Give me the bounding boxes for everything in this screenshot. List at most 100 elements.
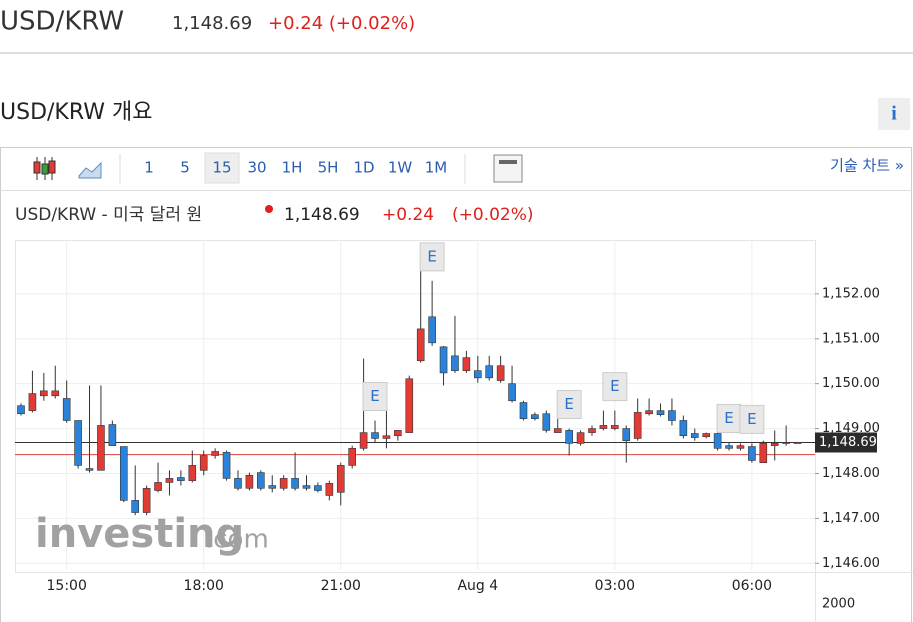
- candle-body: [62, 398, 71, 421]
- candle-body: [668, 410, 676, 421]
- header-bar: [0, 0, 913, 52]
- interval-button[interactable]: 30: [247, 159, 266, 177]
- candle-body: [85, 468, 94, 471]
- candle-body: [713, 433, 722, 449]
- event-label[interactable]: E: [370, 387, 379, 405]
- candle-body: [199, 455, 208, 471]
- candle-body: [17, 405, 25, 415]
- candle-body: [645, 410, 653, 415]
- info-icon[interactable]: i: [891, 103, 897, 125]
- candle-body: [485, 365, 494, 379]
- candle-body: [222, 452, 231, 479]
- candle-body: [496, 365, 505, 381]
- candle-body: [348, 448, 356, 466]
- legend-change: +0.24: [382, 205, 434, 225]
- candle-body: [702, 433, 711, 437]
- candle-body: [416, 328, 425, 362]
- candle-body: [451, 355, 459, 371]
- x-tick-label: 03:00: [595, 578, 635, 594]
- y-tick-label: 1,147.00: [822, 511, 880, 526]
- candle-body: [177, 477, 185, 481]
- line-icon[interactable]: [78, 161, 102, 179]
- interval-button[interactable]: 5H: [318, 159, 339, 177]
- event-marker[interactable]: [716, 403, 742, 433]
- candle-body: [462, 357, 471, 371]
- event-marker[interactable]: [556, 390, 582, 420]
- candle-body: [51, 390, 60, 397]
- candle-body: [656, 410, 665, 415]
- candle-body: [268, 485, 277, 489]
- watermark: investing: [35, 511, 244, 557]
- y-tick-label: 1,152.00: [822, 286, 880, 301]
- candle-body: [793, 442, 802, 444]
- x-tick-label: 18:00: [184, 578, 224, 594]
- candle-body: [40, 390, 48, 397]
- candle-body: [257, 472, 265, 489]
- interval-selected[interactable]: [204, 152, 240, 184]
- interval-button[interactable]: 15: [212, 159, 231, 177]
- candle-body: [473, 370, 482, 379]
- candle-body: [519, 402, 528, 419]
- candle-icon[interactable]: [33, 157, 56, 180]
- candle-body: [119, 446, 128, 501]
- candle-body: [108, 424, 117, 446]
- event-label[interactable]: E: [427, 247, 436, 265]
- event-marker[interactable]: [419, 242, 445, 272]
- candle-body: [782, 442, 790, 444]
- interval-button[interactable]: 1W: [388, 159, 413, 177]
- y-tick-label: 1,149.00: [822, 421, 880, 436]
- interval-button[interactable]: 1M: [425, 159, 448, 177]
- watermark-suffix: .com: [205, 525, 269, 555]
- news-icon-bar: [499, 160, 517, 164]
- info-button[interactable]: [878, 98, 910, 130]
- event-label[interactable]: E: [564, 395, 573, 413]
- x-tick-label: Aug 4: [457, 578, 498, 594]
- candle-body: [382, 435, 391, 439]
- candle-body: [245, 474, 254, 489]
- technical-link[interactable]: 기술 차트 »: [830, 157, 904, 175]
- candle-body: [622, 428, 631, 441]
- event-marker[interactable]: [602, 372, 628, 402]
- section-title: USD/KRW 개요: [0, 100, 152, 125]
- interval-button[interactable]: 1: [144, 159, 154, 177]
- x-tick-label: 21:00: [321, 578, 361, 594]
- interval-button[interactable]: 1H: [282, 159, 303, 177]
- candle-body: [439, 346, 448, 374]
- price-tag: [815, 432, 877, 453]
- price: 1,148.69: [172, 13, 252, 34]
- candle-body: [371, 432, 379, 439]
- candle-body: [188, 465, 197, 481]
- event-label[interactable]: E: [747, 410, 756, 428]
- candle-body: [428, 316, 436, 344]
- candle-body: [770, 443, 779, 446]
- candle-body: [725, 445, 733, 449]
- chart-frame: [0, 147, 912, 622]
- interval-button[interactable]: 5: [180, 159, 190, 177]
- candle-body: [759, 443, 768, 463]
- candle-body: [394, 430, 402, 437]
- event-label[interactable]: E: [610, 377, 619, 395]
- candle-body: [542, 413, 551, 431]
- y-tick-label: 1,151.00: [822, 331, 880, 346]
- candle-body: [565, 430, 573, 444]
- candle-body: [97, 425, 105, 471]
- y-tick-label: 1,148.00: [822, 466, 880, 481]
- candle-body: [679, 420, 688, 437]
- volume-label: 2000: [822, 597, 855, 612]
- event-marker[interactable]: [362, 381, 388, 411]
- candle-body: [576, 432, 585, 444]
- event-marker[interactable]: [739, 404, 765, 434]
- candle-body: [142, 487, 151, 513]
- x-tick-label: 15:00: [47, 578, 87, 594]
- news-icon[interactable]: [493, 154, 523, 183]
- symbol: USD/KRW: [0, 7, 124, 37]
- interval-button[interactable]: 1D: [353, 159, 374, 177]
- candle-body: [531, 414, 539, 419]
- candle-body: [291, 478, 299, 489]
- event-label[interactable]: E: [724, 409, 733, 427]
- candle-body: [690, 433, 699, 438]
- x-tick-label: 06:00: [732, 578, 772, 594]
- candle-body: [165, 478, 174, 483]
- candle-body: [748, 446, 756, 461]
